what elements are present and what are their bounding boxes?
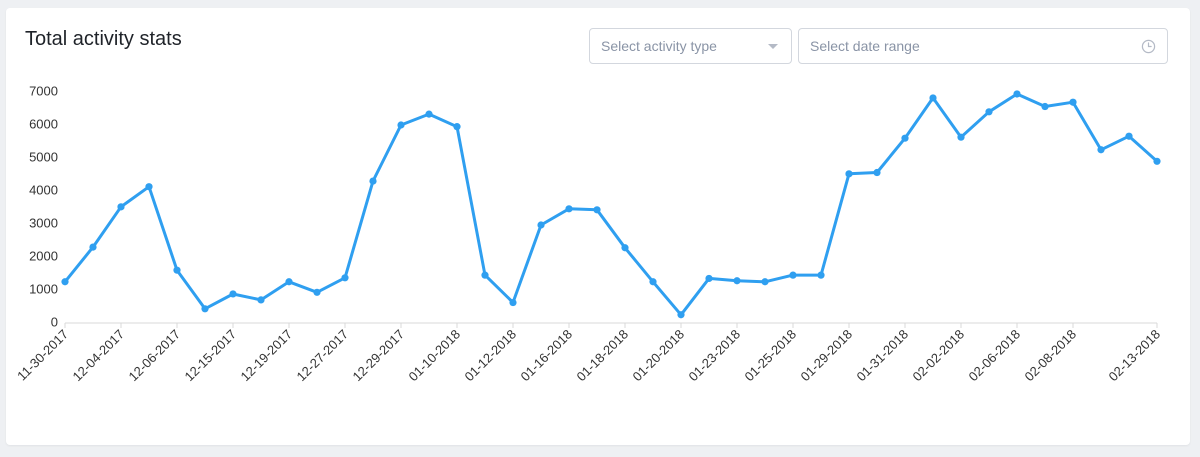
data-point bbox=[397, 121, 405, 129]
x-tick-label: 12-27-2017 bbox=[293, 327, 351, 385]
data-point bbox=[369, 177, 377, 185]
clock-icon bbox=[1141, 39, 1156, 54]
x-tick-label: 12-15-2017 bbox=[181, 327, 239, 385]
data-point bbox=[593, 206, 601, 214]
x-tick-label: 12-29-2017 bbox=[349, 327, 407, 385]
data-point bbox=[621, 244, 629, 252]
activity-type-select[interactable]: Select activity type bbox=[589, 28, 792, 64]
data-point bbox=[173, 266, 181, 274]
data-point bbox=[929, 94, 937, 102]
y-tick-label: 3000 bbox=[29, 215, 58, 230]
y-tick-label: 1000 bbox=[29, 281, 58, 296]
y-tick-label: 5000 bbox=[29, 149, 58, 164]
data-point bbox=[89, 243, 97, 251]
y-tick-label: 2000 bbox=[29, 248, 58, 263]
y-tick-label: 4000 bbox=[29, 182, 58, 197]
data-point bbox=[565, 205, 573, 213]
data-point bbox=[1013, 90, 1021, 98]
x-tick-label: 01-10-2018 bbox=[405, 327, 463, 385]
data-point bbox=[201, 305, 209, 313]
x-tick-label: 01-25-2018 bbox=[741, 327, 799, 385]
data-point bbox=[313, 288, 321, 296]
data-point bbox=[1069, 98, 1077, 106]
x-tick-label: 02-02-2018 bbox=[909, 327, 967, 385]
data-point bbox=[341, 274, 349, 282]
data-point bbox=[957, 133, 965, 141]
data-point bbox=[761, 278, 769, 286]
x-tick-label: 01-23-2018 bbox=[685, 327, 743, 385]
data-point bbox=[285, 278, 293, 286]
data-point bbox=[1041, 102, 1049, 111]
x-tick-label: 01-20-2018 bbox=[629, 327, 687, 385]
series-line bbox=[63, 92, 1159, 317]
x-tick-label: 01-31-2018 bbox=[853, 327, 911, 385]
data-point bbox=[677, 311, 685, 319]
y-tick-label: 7000 bbox=[29, 83, 58, 98]
data-point bbox=[845, 170, 853, 178]
data-point bbox=[705, 274, 713, 283]
x-tick-label: 01-12-2018 bbox=[461, 327, 519, 385]
x-tick-label: 11-30-2017 bbox=[14, 327, 71, 384]
data-point bbox=[901, 134, 909, 142]
data-point bbox=[537, 221, 545, 229]
x-tick-label: 02-06-2018 bbox=[965, 327, 1023, 385]
data-point bbox=[1125, 132, 1133, 140]
data-point bbox=[257, 296, 265, 304]
data-point bbox=[733, 277, 741, 285]
x-tick-label: 12-19-2017 bbox=[237, 327, 295, 385]
data-point bbox=[873, 168, 881, 177]
x-tick-label: 01-29-2018 bbox=[797, 327, 855, 385]
date-range-placeholder: Select date range bbox=[810, 38, 920, 54]
y-tick-label: 6000 bbox=[29, 116, 58, 131]
x-tick-label: 01-18-2018 bbox=[573, 327, 631, 385]
x-tick-label: 02-13-2018 bbox=[1105, 327, 1163, 385]
x-tick-label: 02-08-2018 bbox=[1021, 327, 1079, 385]
activity-stats-card: Total activity stats Select activity typ… bbox=[6, 8, 1190, 445]
activity-line-chart: 0100020003000400050006000700011-30-20171… bbox=[14, 83, 1163, 385]
data-point bbox=[1097, 146, 1105, 154]
data-point bbox=[817, 271, 825, 279]
data-point bbox=[425, 110, 433, 118]
data-point bbox=[1153, 157, 1161, 165]
data-point bbox=[789, 271, 797, 279]
data-point bbox=[453, 123, 461, 131]
y-tick-label: 0 bbox=[51, 314, 58, 329]
data-point bbox=[145, 183, 153, 191]
date-range-select[interactable]: Select date range bbox=[798, 28, 1168, 64]
data-point bbox=[117, 203, 125, 211]
x-tick-label: 01-16-2018 bbox=[517, 327, 575, 385]
card-title: Total activity stats bbox=[25, 28, 182, 50]
x-tick-label: 12-04-2017 bbox=[69, 327, 127, 385]
data-point bbox=[985, 108, 993, 116]
x-tick-label: 12-06-2017 bbox=[125, 327, 183, 385]
data-point bbox=[61, 278, 69, 286]
data-point bbox=[649, 278, 657, 286]
data-point bbox=[481, 271, 489, 279]
data-point bbox=[509, 298, 517, 307]
data-point bbox=[229, 290, 237, 298]
caret-down-icon bbox=[768, 44, 778, 49]
activity-type-placeholder: Select activity type bbox=[601, 38, 717, 54]
